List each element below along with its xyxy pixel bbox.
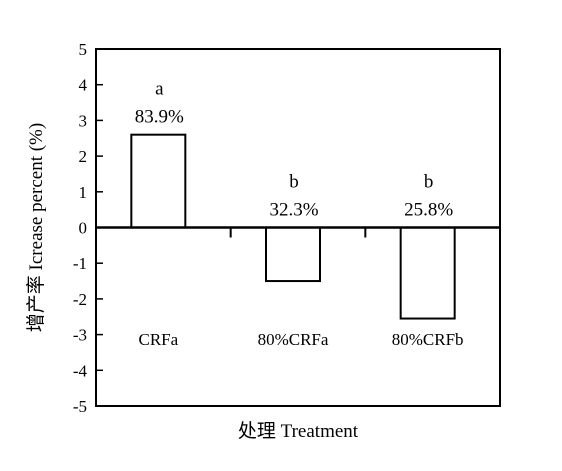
x-category-label: 80%CRFb (392, 330, 464, 349)
x-axis-title: 处理 Treatment (238, 420, 359, 442)
bar (265, 226, 321, 283)
y-axis-title: 增产率 Icrease percent (%) (25, 123, 47, 332)
y-tick-label: -5 (73, 397, 87, 416)
y-tick-label: 1 (79, 183, 88, 202)
x-axis (229, 227, 367, 238)
percent-label: 83.9% (135, 107, 184, 128)
y-tick-label: -1 (73, 254, 87, 273)
y-tick-label: 5 (79, 40, 88, 59)
bars (130, 133, 456, 320)
y-axis: 5 4 3 2 1 0 -1 -2 -3 -4 -5 (73, 40, 103, 416)
significance-letter: b (424, 172, 434, 193)
bar (130, 133, 187, 229)
percent-label: 32.3% (269, 200, 318, 221)
category-labels: CRFa 80%CRFa 80%CRFb (138, 330, 463, 349)
y-tick-label: 3 (79, 111, 88, 130)
y-tick-label: -4 (73, 361, 88, 380)
percent-label: 25.8% (404, 200, 453, 221)
annotations: a 83.9% b 32.3% b 25.8% (135, 79, 454, 221)
y-tick-label: 0 (79, 219, 88, 238)
y-tick-label: 4 (79, 76, 88, 95)
significance-letter: b (289, 172, 299, 193)
x-category-label: CRFa (138, 330, 178, 349)
x-category-label: 80%CRFa (258, 330, 329, 349)
y-tick-label: 2 (79, 147, 88, 166)
y-tick-label: -2 (73, 290, 87, 309)
significance-letter: a (155, 79, 164, 100)
bar (399, 226, 456, 320)
y-tick-label: -3 (73, 326, 87, 345)
